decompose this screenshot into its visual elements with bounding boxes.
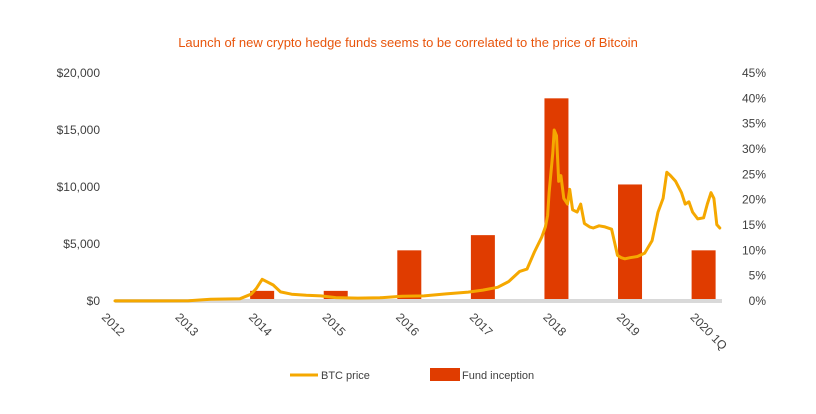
y-left-tick-label: $0 xyxy=(87,294,101,308)
btc-price-line-group xyxy=(113,128,722,303)
x-axis-ticks: 2012 2013 2014 2015 2016 2017 2018 2019 2020 1Q xyxy=(99,310,730,352)
y-right-tick-label: 5% xyxy=(749,269,767,283)
fund-inception-bars xyxy=(250,98,716,301)
y-left-tick-label: $10,000 xyxy=(57,180,101,194)
fund-bar-2 xyxy=(397,250,422,301)
legend-fund-swatch xyxy=(430,368,460,381)
right-y-axis-ticks: 0% 5% 10% 15% 20% 25% 30% 35% 40% 45% xyxy=(742,66,766,308)
x-tick-label: 2012 xyxy=(99,310,128,339)
fund-bar-1 xyxy=(323,290,348,301)
y-right-tick-label: 25% xyxy=(742,167,766,181)
legend-fund-label: Fund inception xyxy=(462,370,534,382)
x-tick-label: 2013 xyxy=(172,310,201,339)
x-tick-label: 2016 xyxy=(393,310,422,339)
btc-price-line xyxy=(113,128,722,303)
y-left-tick-label: $5,000 xyxy=(63,237,100,251)
y-right-tick-label: 35% xyxy=(742,117,766,131)
y-left-tick-label: $20,000 xyxy=(57,66,101,80)
chart-title: Launch of new crypto hedge funds seems t… xyxy=(178,35,638,50)
x-tick-label: 2015 xyxy=(320,310,349,339)
fund-bar-0 xyxy=(250,290,275,301)
left-y-axis-ticks: $0 $5,000 $10,000 $15,000 $20,000 xyxy=(57,66,101,308)
x-tick-label: 2019 xyxy=(614,310,643,339)
x-tick-label: 2017 xyxy=(467,310,496,339)
x-tick-label: 2018 xyxy=(540,310,569,339)
x-tick-label: 2020 1Q xyxy=(687,310,729,352)
y-left-tick-label: $15,000 xyxy=(57,123,101,137)
y-right-tick-label: 20% xyxy=(742,193,766,207)
legend-btc-label: BTC price xyxy=(321,370,370,382)
fund-bar-5 xyxy=(618,184,643,301)
y-right-tick-label: 15% xyxy=(742,218,766,232)
y-right-tick-label: 45% xyxy=(742,66,766,80)
y-right-tick-label: 40% xyxy=(742,91,766,105)
legend: BTC price Fund inception xyxy=(290,368,534,382)
y-right-tick-label: 30% xyxy=(742,142,766,156)
y-right-tick-label: 0% xyxy=(749,294,767,308)
fund-bar-6 xyxy=(691,250,716,301)
y-right-tick-label: 10% xyxy=(742,243,766,257)
x-tick-label: 2014 xyxy=(246,310,275,339)
